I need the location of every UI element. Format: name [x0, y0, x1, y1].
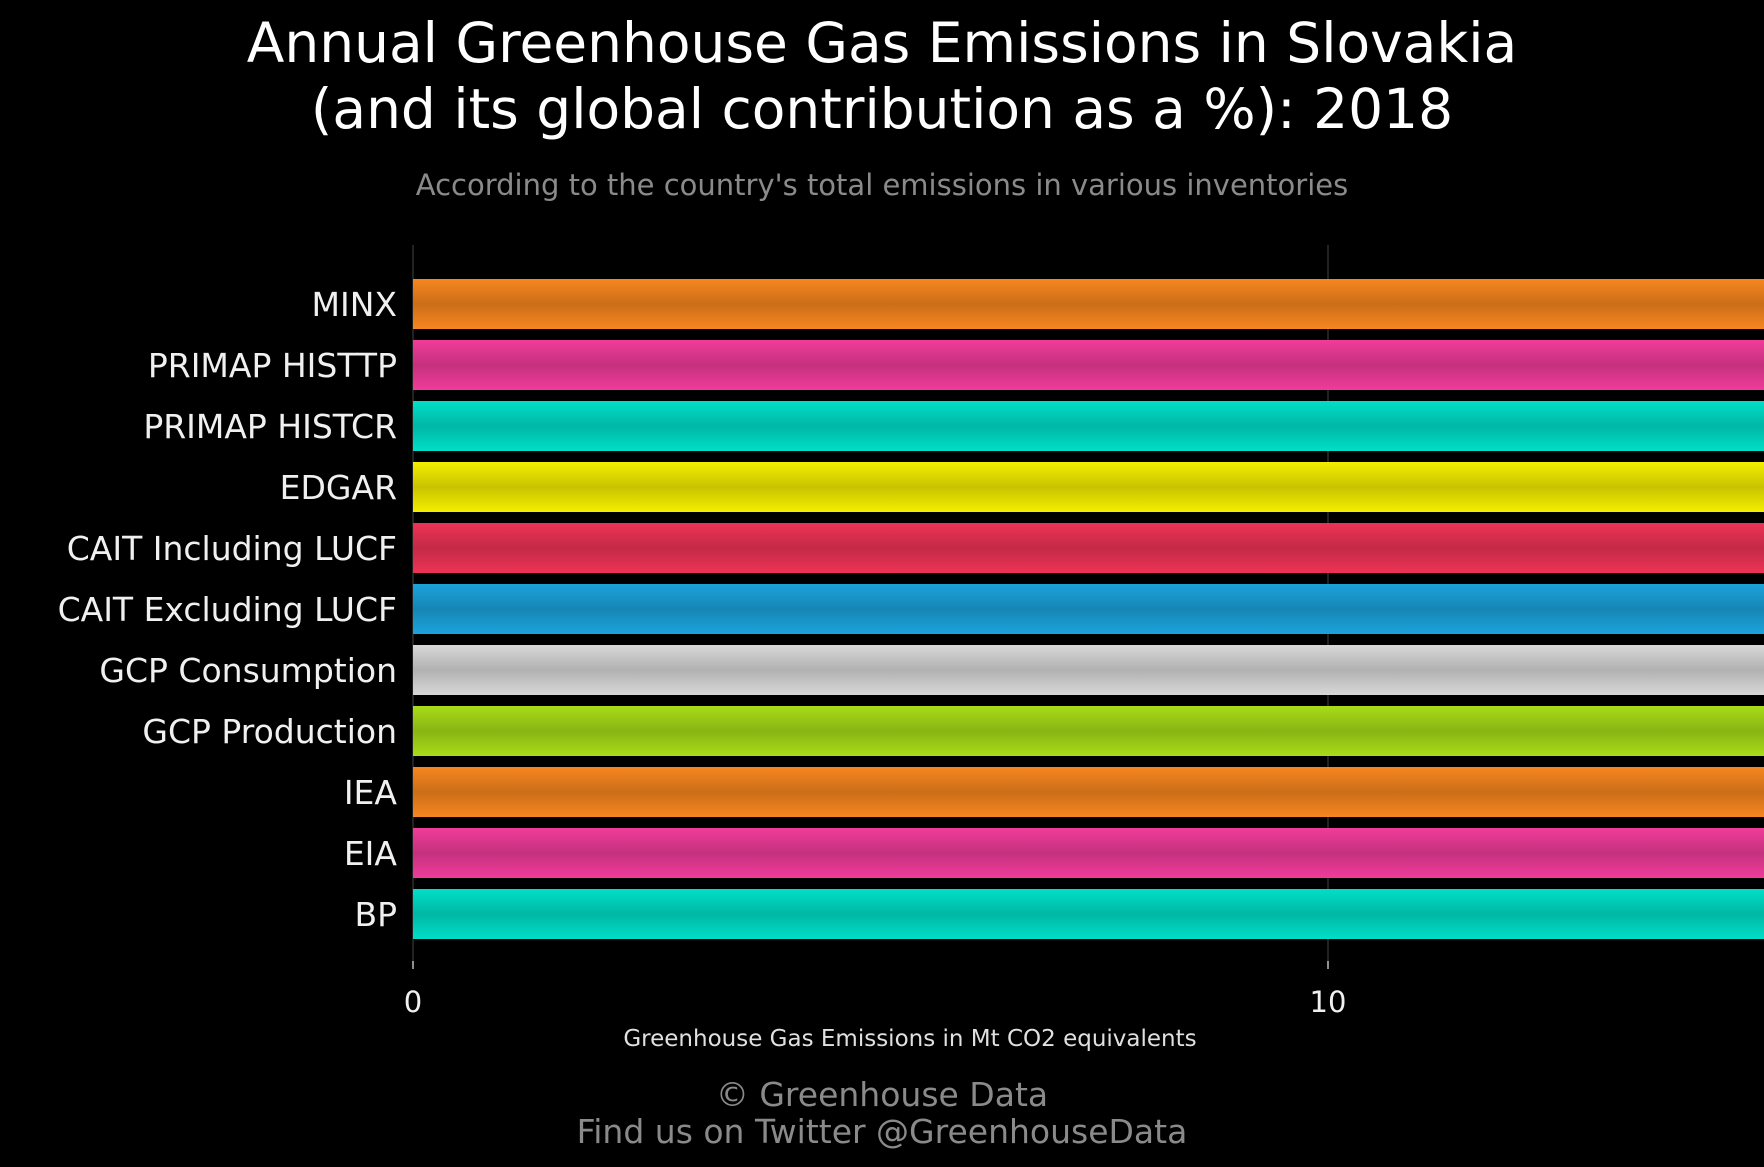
- bar-row: 39.76Which is 0.108% of global emissions…: [413, 828, 1764, 878]
- bar: [413, 279, 1764, 329]
- bar-row: 38.86Which is 0.079% of global emissions…: [413, 523, 1764, 573]
- x-tick-label: 0: [404, 985, 422, 1019]
- bar-row: 32.02Which is 0.093% of global emissions…: [413, 767, 1764, 817]
- bar: [413, 889, 1764, 939]
- bar-row: 47.29Which is 0.093% of global emissions…: [413, 462, 1764, 512]
- bar: [413, 401, 1764, 451]
- bar: [413, 584, 1764, 634]
- chart-title-line2: (and its global contribution as a %): 20…: [310, 77, 1454, 141]
- category-label: IEA: [344, 773, 398, 812]
- category-labels: MINX PRIMAP HISTTP PRIMAP HISTCR EDGAR CAIT …: [58, 285, 398, 934]
- bar-row: 42.3Which is 0.088% of global emissions(…: [413, 401, 1764, 451]
- chart-title: Annual Greenhouse Gas Emissions in Slova…: [0, 10, 1764, 142]
- category-label: EDGAR: [280, 468, 397, 507]
- category-label: GCP Consumption: [99, 651, 397, 690]
- bar: [413, 706, 1764, 756]
- category-label: CAIT Excluding LUCF: [58, 590, 397, 629]
- bar: [413, 767, 1764, 817]
- category-label: PRIMAP HISTCR: [143, 407, 397, 446]
- footer-copyright: © Greenhouse Data: [715, 1075, 1049, 1114]
- bar: [413, 828, 1764, 878]
- bar-row: 36.06Which is 0.098% of global emissions…: [413, 706, 1764, 756]
- bar-row: 32.28Which is 0.094% of global emissions…: [413, 889, 1764, 939]
- category-label: EIA: [344, 834, 398, 873]
- category-label: GCP Production: [142, 712, 397, 751]
- bar-row: 48.16Which is 0.131% of global emissions…: [413, 645, 1764, 695]
- category-label: PRIMAP HISTTP: [148, 346, 397, 385]
- category-label: CAIT Including LUCF: [67, 529, 397, 568]
- bar-row: 46.8Which is 0.093% of global emissions(…: [413, 340, 1764, 390]
- bar: [413, 645, 1764, 695]
- bar: [413, 523, 1764, 573]
- footer-twitter: Find us on Twitter @GreenhouseData: [576, 1112, 1188, 1151]
- bar: [413, 462, 1764, 512]
- bar-row: 48.05Which is 0.092% of global emissions…: [413, 279, 1764, 329]
- x-axis-title: Greenhouse Gas Emissions in Mt CO2 equiv…: [623, 1026, 1196, 1052]
- category-label: MINX: [312, 285, 398, 324]
- bar-row: 39.93Which is 0.084% of global emissions…: [413, 584, 1764, 634]
- bars: 48.05Which is 0.092% of global emissions…: [413, 279, 1764, 939]
- bar: [413, 340, 1764, 390]
- chart-subtitle: According to the country's total emissio…: [415, 168, 1349, 202]
- chart-title-line1: Annual Greenhouse Gas Emissions in Slova…: [246, 11, 1518, 75]
- x-axis-ticks: 01020304050: [404, 961, 1347, 1019]
- category-label: BP: [354, 895, 397, 934]
- x-tick-label: 10: [1310, 985, 1347, 1019]
